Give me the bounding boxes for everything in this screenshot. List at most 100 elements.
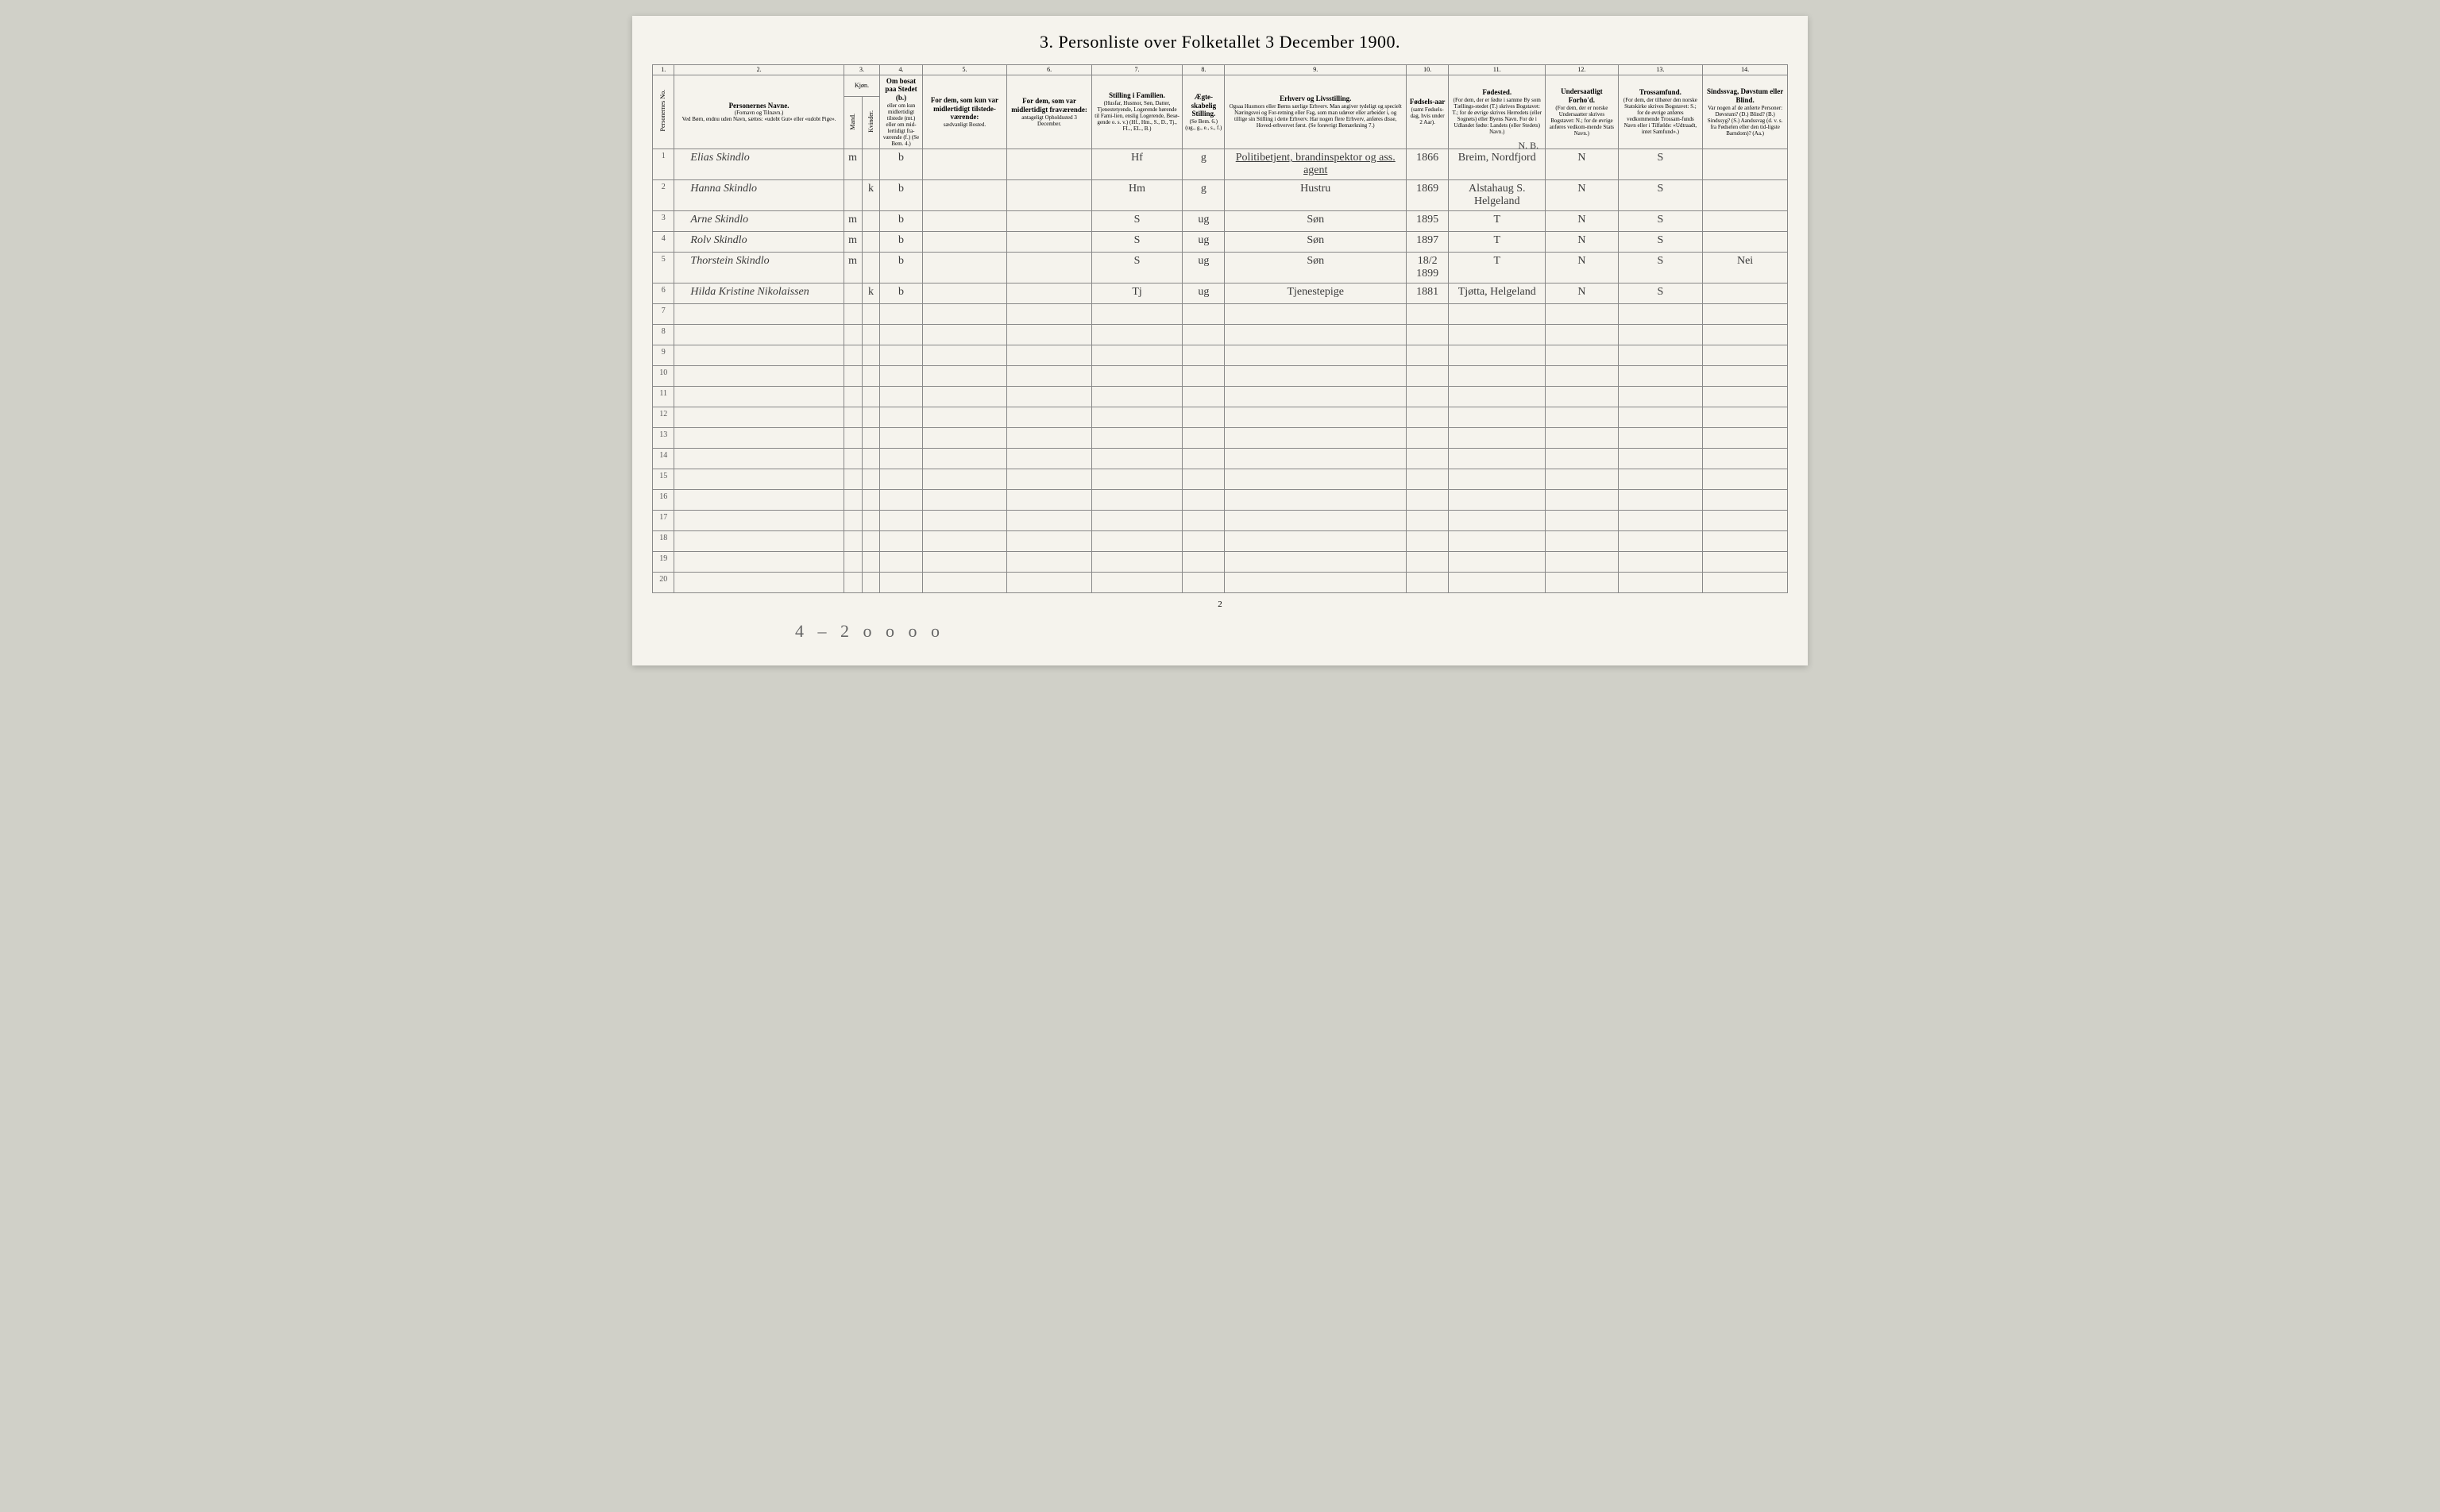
cell-name: Hilda Kristine Nikolaissen <box>674 284 844 304</box>
header-sex-m: Mand. <box>844 96 862 148</box>
cell-empty <box>1546 531 1618 552</box>
cell-empty <box>1183 387 1225 407</box>
cell-religion: S <box>1618 149 1703 180</box>
cell-empty <box>880 511 922 531</box>
cell-empty <box>674 345 844 366</box>
cell-religion: S <box>1618 180 1703 211</box>
cell-empty <box>1407 573 1449 593</box>
cell-rownum: 8 <box>653 325 674 345</box>
cell-empty <box>1091 531 1182 552</box>
cell-sex-m: m <box>844 149 862 180</box>
cell-disability: Nei <box>1703 253 1788 284</box>
cell-temp-present <box>922 253 1007 284</box>
cell-empty <box>1618 511 1703 531</box>
cell-marital: ug <box>1183 253 1225 284</box>
cell-empty <box>1183 407 1225 428</box>
cell-empty <box>1449 304 1546 325</box>
header-name: Personernes Navne. (Fornavn og Tilnavn.)… <box>674 75 844 149</box>
cell-resident: b <box>880 211 922 232</box>
cell-empty <box>1007 449 1092 469</box>
cell-disability <box>1703 284 1788 304</box>
table-row-empty: 7 <box>653 304 1788 325</box>
cell-empty <box>880 428 922 449</box>
cell-empty <box>844 325 862 345</box>
table-row-empty: 18 <box>653 531 1788 552</box>
header-birthplace: Fødested. (For dem, der er fødte i samme… <box>1449 75 1546 149</box>
cell-nationality: N <box>1546 180 1618 211</box>
cell-empty <box>844 345 862 366</box>
cell-empty <box>1225 407 1407 428</box>
cell-name: Rolv Skindlo <box>674 232 844 253</box>
cell-empty <box>844 490 862 511</box>
header-birthyear: Fødsels-aar (samt Fødsels-dag, hvis unde… <box>1407 75 1449 149</box>
table-row-empty: 20 <box>653 573 1788 593</box>
cell-empty <box>1007 345 1092 366</box>
cell-disability <box>1703 232 1788 253</box>
cell-empty <box>1007 552 1092 573</box>
cell-empty <box>674 366 844 387</box>
cell-empty <box>1703 511 1788 531</box>
cell-empty <box>922 552 1007 573</box>
cell-empty <box>1618 449 1703 469</box>
cell-temp-absent <box>1007 211 1092 232</box>
cell-empty <box>880 325 922 345</box>
header-disability: Sindssvag, Døvstum eller Blind. Var noge… <box>1703 75 1788 149</box>
cell-empty <box>1449 428 1546 449</box>
cell-empty <box>862 304 880 325</box>
cell-empty <box>862 345 880 366</box>
cell-resident: b <box>880 180 922 211</box>
cell-empty <box>844 387 862 407</box>
cell-empty <box>862 531 880 552</box>
colnum-14: 14. <box>1703 65 1788 75</box>
cell-empty <box>844 449 862 469</box>
cell-empty <box>1449 490 1546 511</box>
cell-temp-present <box>922 180 1007 211</box>
cell-empty <box>1007 304 1092 325</box>
cell-empty <box>1183 531 1225 552</box>
cell-sex-m: m <box>844 232 862 253</box>
cell-empty <box>1407 449 1449 469</box>
cell-empty <box>1007 366 1092 387</box>
cell-empty <box>880 573 922 593</box>
cell-rownum: 13 <box>653 428 674 449</box>
cell-empty <box>844 552 862 573</box>
cell-empty <box>1546 511 1618 531</box>
colnum-13: 13. <box>1618 65 1703 75</box>
cell-marital: g <box>1183 149 1225 180</box>
cell-rownum: 18 <box>653 531 674 552</box>
cell-empty <box>1225 531 1407 552</box>
cell-marital: ug <box>1183 232 1225 253</box>
cell-empty <box>1407 304 1449 325</box>
cell-empty <box>1183 345 1225 366</box>
cell-empty <box>1618 428 1703 449</box>
cell-empty <box>1007 490 1092 511</box>
cell-empty <box>1007 511 1092 531</box>
cell-empty <box>1703 325 1788 345</box>
cell-empty <box>1225 469 1407 490</box>
cell-empty <box>1703 366 1788 387</box>
header-rownum: Personernes No. <box>653 75 674 149</box>
cell-empty <box>674 387 844 407</box>
cell-birthplace: Tjøtta, Helgeland <box>1449 284 1546 304</box>
cell-empty <box>862 511 880 531</box>
cell-rownum: 6 <box>653 284 674 304</box>
cell-empty <box>1703 387 1788 407</box>
cell-empty <box>1449 469 1546 490</box>
table-row-empty: 11 <box>653 387 1788 407</box>
cell-temp-present <box>922 211 1007 232</box>
cell-religion: S <box>1618 211 1703 232</box>
cell-sex-m: m <box>844 253 862 284</box>
cell-rownum: 5 <box>653 253 674 284</box>
cell-temp-present <box>922 149 1007 180</box>
cell-empty <box>880 407 922 428</box>
colnum-2: 2. <box>674 65 844 75</box>
cell-temp-absent <box>1007 180 1092 211</box>
header-sex: Kjøn. <box>844 75 880 96</box>
cell-empty <box>1546 552 1618 573</box>
cell-empty <box>674 552 844 573</box>
cell-empty <box>862 387 880 407</box>
cell-empty <box>1618 345 1703 366</box>
cell-empty <box>1449 407 1546 428</box>
cell-empty <box>1225 345 1407 366</box>
cell-rownum: 20 <box>653 573 674 593</box>
